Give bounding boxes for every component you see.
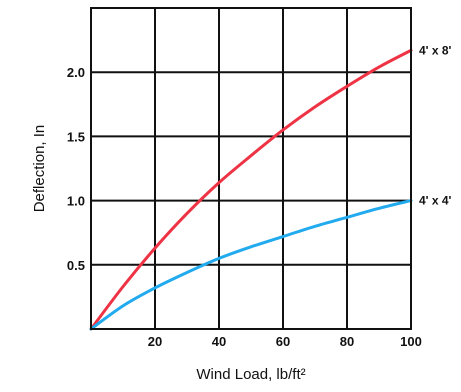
- series-line-1: [89, 199, 413, 331]
- x-tick-label: 80: [340, 334, 354, 349]
- series-line-0: [89, 48, 413, 331]
- y-tick-label: 1.0: [67, 194, 85, 209]
- x-tick-label: 60: [276, 334, 290, 349]
- y-axis-title: Deflection, In: [31, 125, 48, 213]
- y-tick-label: 2.0: [67, 65, 85, 80]
- series-label-1: 4' x 4': [419, 194, 452, 208]
- y-tick-label: 1.5: [67, 129, 85, 144]
- x-tick-label: 100: [400, 334, 422, 349]
- series-labels: 4' x 8' 4' x 4': [419, 43, 452, 207]
- series-label-0: 4' x 8': [419, 43, 452, 57]
- y-tick-label: 0.5: [67, 258, 85, 273]
- x-tick-label: 40: [212, 334, 226, 349]
- x-tick-label: 20: [148, 334, 162, 349]
- plot-frame: [90, 7, 412, 330]
- tick-labels: 20 40 60 80 100 0.5 1.0 1.5 2.0: [67, 65, 422, 349]
- grid: [91, 8, 411, 329]
- x-axis-title: Wind Load, lb/ft²: [196, 366, 305, 383]
- series-lines: [89, 48, 413, 331]
